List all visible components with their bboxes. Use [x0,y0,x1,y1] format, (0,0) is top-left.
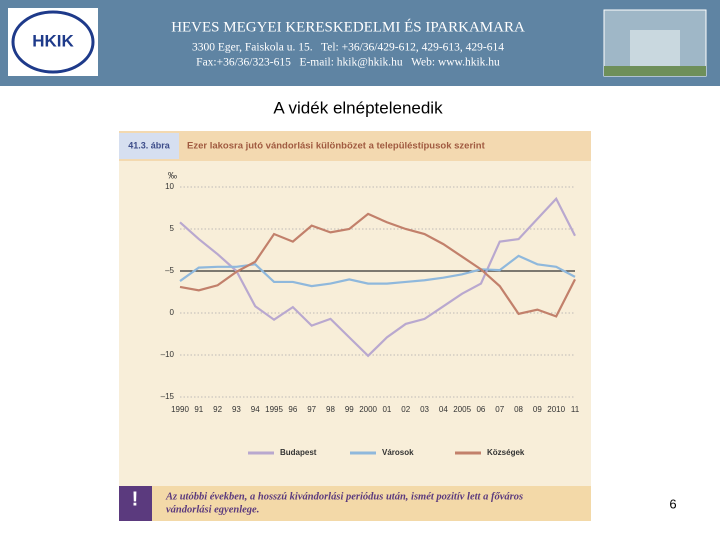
x-tick-label: 2005 [453,405,471,414]
x-tick-label: 01 [382,405,391,414]
y-tick-label: 10 [165,182,174,191]
legend-label: Községek [487,448,525,457]
logo-ring [11,10,95,74]
x-tick-label: 08 [514,405,523,414]
logo [8,8,98,76]
figure-label-box [119,133,179,159]
header-address: 3300 Eger, Faiskola u. 15. Tel: +36/36/4… [192,42,504,54]
header-contact: Fax:+36/36/323-615 E-mail: hkik@hkik.hu … [196,57,500,69]
x-tick-label: 92 [213,405,222,414]
x-tick-label: 91 [194,405,203,414]
building [630,30,680,70]
x-tick-label: 04 [439,405,448,414]
x-tick-label: 96 [288,405,297,414]
x-tick-label: 07 [495,405,504,414]
series-line [179,196,576,358]
page-number: 6 [669,496,676,511]
note-line: vándorlási egyenlege. [166,504,259,515]
y-tick-label: –15 [161,392,175,401]
y-tick-label: –5 [165,266,174,275]
legend-label: Városok [382,448,414,457]
x-tick-label: 11 [571,405,580,414]
x-tick-label: 93 [232,405,241,414]
x-tick-label: 1990 [171,405,189,414]
x-tick-label: 09 [533,405,542,414]
note-box [119,486,591,521]
x-tick-label: 02 [401,405,410,414]
series-line [179,254,576,288]
y-tick-label: –10 [161,350,175,359]
x-tick-label: 03 [420,405,429,414]
lawn [604,66,706,76]
legend-label: Budapest [280,448,317,457]
x-tick-label: 98 [326,405,335,414]
series-line [179,212,576,318]
x-tick-label: 2000 [359,405,377,414]
x-tick-label: 06 [476,405,485,414]
header-title: HEVES MEGYEI KERESKEDELMI ÉS IPARKAMARA [171,18,525,35]
figure-header [119,131,591,161]
x-tick-label: 1995 [265,405,283,414]
header-bar [0,0,720,86]
logo-text: HKIK [32,31,74,50]
x-tick-label: 94 [251,405,260,414]
note-line: Az utóbbi években, a hosszú kivándorlási… [165,491,523,502]
x-tick-label: 97 [307,405,316,414]
y-unit: ‰ [168,170,177,180]
chart-title: Ezer lakosra jutó vándorlási különbözet … [187,141,486,152]
figure-panel [119,131,591,521]
note-mark-box [119,486,152,521]
x-tick-label: 2010 [547,405,565,414]
y-tick-label: 5 [170,224,175,233]
figure-label: 41.3. ábra [128,140,171,150]
y-tick-label: 0 [170,308,175,317]
slide-title: A vidék elnéptelenedik [273,98,443,117]
x-tick-label: 99 [345,405,354,414]
note-mark: ! [132,488,139,510]
